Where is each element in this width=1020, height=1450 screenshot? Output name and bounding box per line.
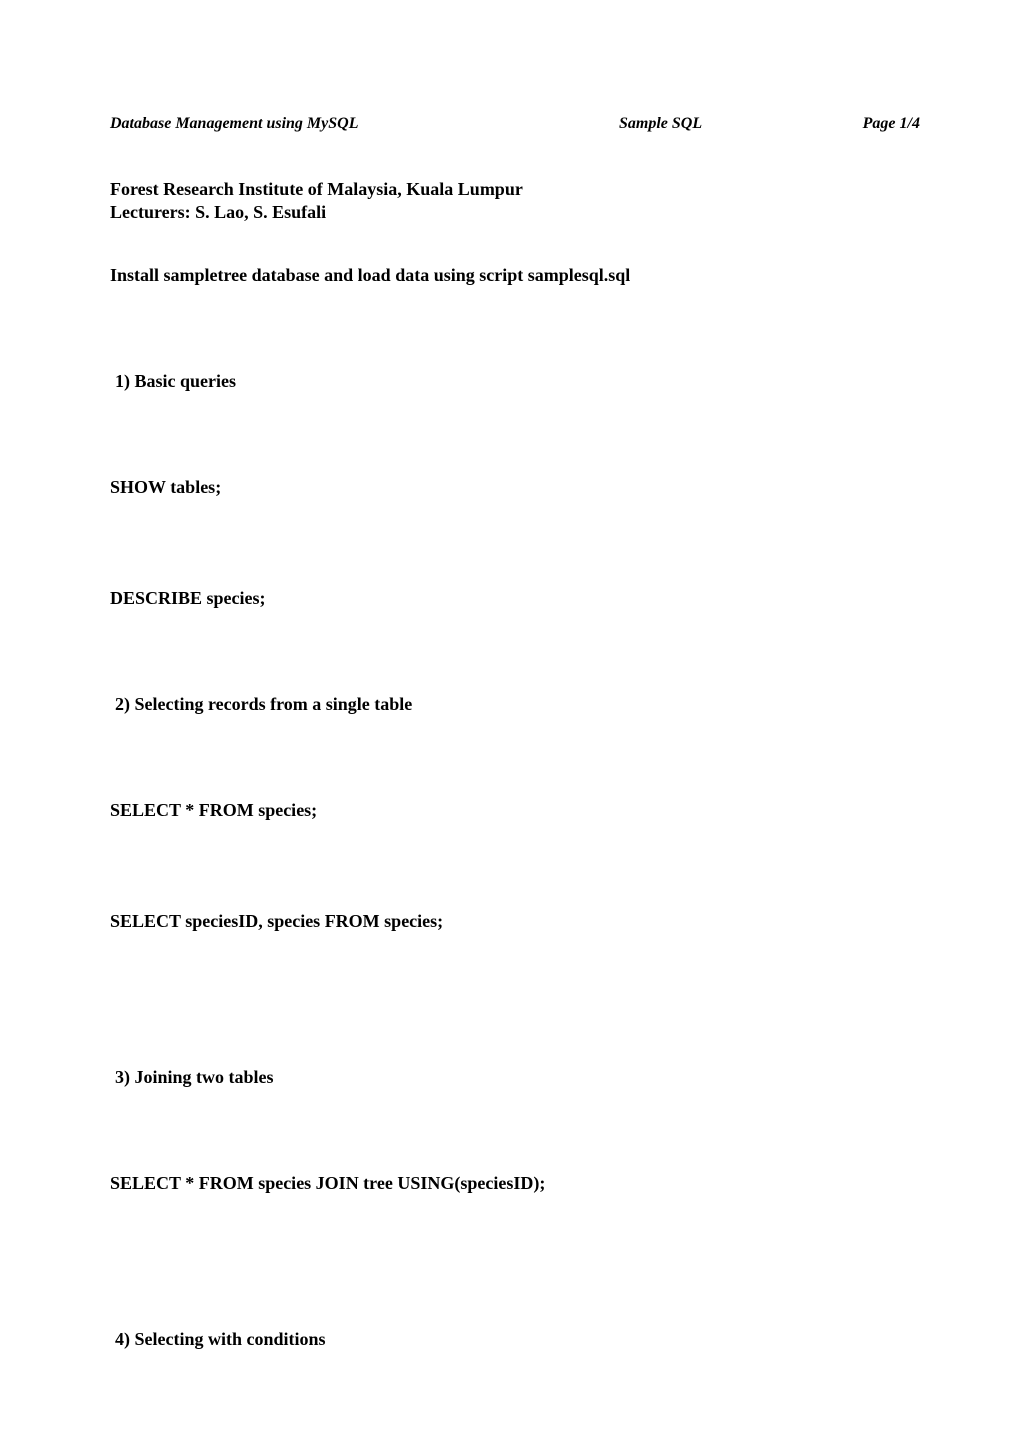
page-number: Page 1/4: [863, 115, 920, 133]
section-2-heading: 2) Selecting records from a single table: [115, 694, 920, 715]
query-describe-species: DESCRIBE species;: [110, 588, 920, 609]
lecturers-line: Lecturers: S. Lao, S. Esufali: [110, 201, 920, 224]
query-join-species-tree: SELECT * FROM species JOIN tree USING(sp…: [110, 1173, 920, 1194]
section-4-heading: 4) Selecting with conditions: [115, 1329, 920, 1350]
institution-block: Forest Research Institute of Malaysia, K…: [110, 178, 920, 225]
query-select-columns-species: SELECT speciesID, species FROM species;: [110, 911, 920, 932]
query-select-all-species: SELECT * FROM species;: [110, 800, 920, 821]
section-3-heading: 3) Joining two tables: [115, 1067, 920, 1088]
query-show-tables: SHOW tables;: [110, 477, 920, 498]
install-instruction: Install sampletree database and load dat…: [110, 265, 920, 286]
page-header: Database Management using MySQL Sample S…: [110, 115, 920, 133]
institution-name: Forest Research Institute of Malaysia, K…: [110, 178, 920, 201]
header-subtitle: Sample SQL: [619, 115, 702, 133]
document-page: Database Management using MySQL Sample S…: [0, 0, 1020, 1450]
section-1-heading: 1) Basic queries: [115, 371, 920, 392]
header-title: Database Management using MySQL: [110, 115, 358, 133]
